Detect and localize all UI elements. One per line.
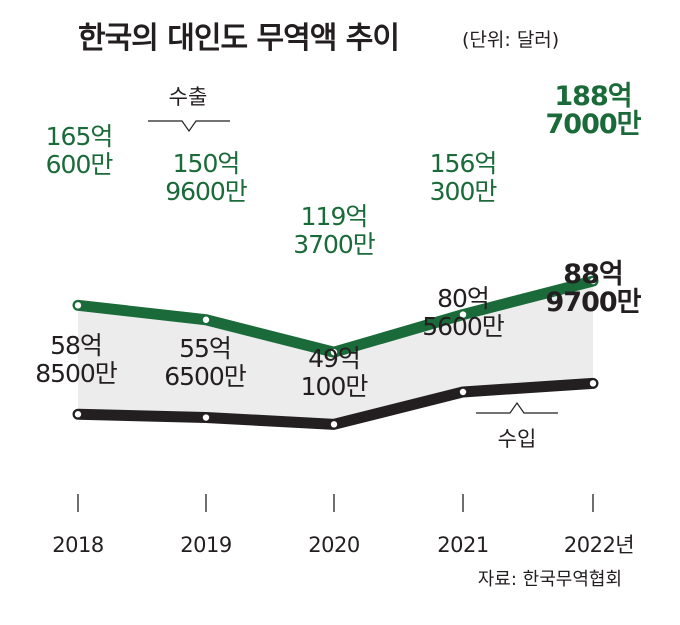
import-value-label-line: 49억 (308, 344, 360, 373)
import-value-label-line: 6500만 (164, 362, 247, 391)
export-value-label-line: 165억 (46, 122, 113, 151)
export-value-label-line: 300만 (430, 177, 498, 206)
export-value-label-2021: 156억 300만 (430, 149, 498, 206)
export-value-label-2020: 119억 3700만 (293, 202, 376, 259)
export-value-label-line: 150억 (173, 149, 240, 178)
import-value-label-2021: 80억 5600만 (422, 284, 505, 341)
export-point-2020 (330, 348, 338, 356)
chart-title: 한국의 대인도 무역액 추이 (78, 21, 399, 56)
x-tick-label-1: 2019 (180, 533, 231, 557)
export-point-2019 (202, 316, 210, 323)
import-value-label-2022년: 88억 9700만 (546, 259, 642, 318)
export-value-label-line: 9600만 (165, 177, 248, 206)
import-point-2019 (202, 414, 210, 421)
source-note: 자료: 한국무역협회 (478, 569, 622, 590)
import-value-label-2018: 58억 8500만 (35, 331, 118, 388)
export-value-label-line: 119억 (301, 202, 368, 231)
x-axis-ticks: 2018 2019 2020 2021 2022년 (52, 494, 635, 557)
import-value-label-line: 9700만 (546, 287, 642, 318)
import-series-tag: 수입 (476, 401, 558, 451)
export-series-tag: 수출 (148, 85, 230, 133)
import-value-label-line: 58억 (50, 331, 102, 360)
x-tick-label-2: 2020 (308, 533, 359, 557)
export-value-label-line: 600만 (46, 150, 114, 179)
export-value-label-line: 156억 (430, 149, 497, 178)
import-value-label-line: 8500만 (35, 359, 118, 388)
x-tick-label-3: 2021 (437, 533, 488, 557)
export-value-label-2018: 165억 600만 (46, 122, 114, 179)
import-value-label-line: 5600만 (422, 312, 505, 341)
export-value-label-2022년: 188억 7000만 (546, 81, 642, 140)
series-layer (72, 275, 599, 430)
export-value-label-line: 7000만 (546, 109, 642, 140)
import-point-2018 (74, 411, 82, 418)
export-point-2018 (74, 302, 82, 309)
export-value-label-2019: 150억 9600만 (165, 149, 248, 206)
x-tick-label-4: 2022년 (564, 533, 634, 557)
export-value-label-line: 3700만 (293, 230, 376, 259)
export-series-name: 수출 (169, 85, 208, 109)
import-value-label-line: 88억 (563, 259, 622, 290)
import-tag-pointer (476, 401, 558, 414)
import-point-2020 (330, 421, 338, 428)
data-labels: 165억 600만 150억 9600만 119억 3700만 156억 300만 188억 70… (35, 81, 642, 401)
unit-note: (단위: 달러) (462, 29, 559, 51)
import-value-label-2019: 55억 6500만 (164, 334, 247, 391)
export-value-label-line: 188억 (554, 81, 631, 112)
import-value-label-2020: 49억 100만 (301, 344, 369, 401)
import-point-2021 (459, 388, 467, 396)
export-point-2022년 (589, 277, 597, 285)
import-value-label-line: 80억 (437, 284, 489, 313)
import-value-label-line: 100만 (301, 372, 369, 401)
import-point-2022년 (589, 380, 597, 387)
export-point-2021 (459, 311, 467, 318)
x-tick-label-0: 2018 (52, 533, 103, 557)
export-tag-pointer (148, 120, 230, 133)
import-value-label-line: 55억 (179, 334, 231, 363)
import-series-name: 수입 (498, 427, 537, 451)
